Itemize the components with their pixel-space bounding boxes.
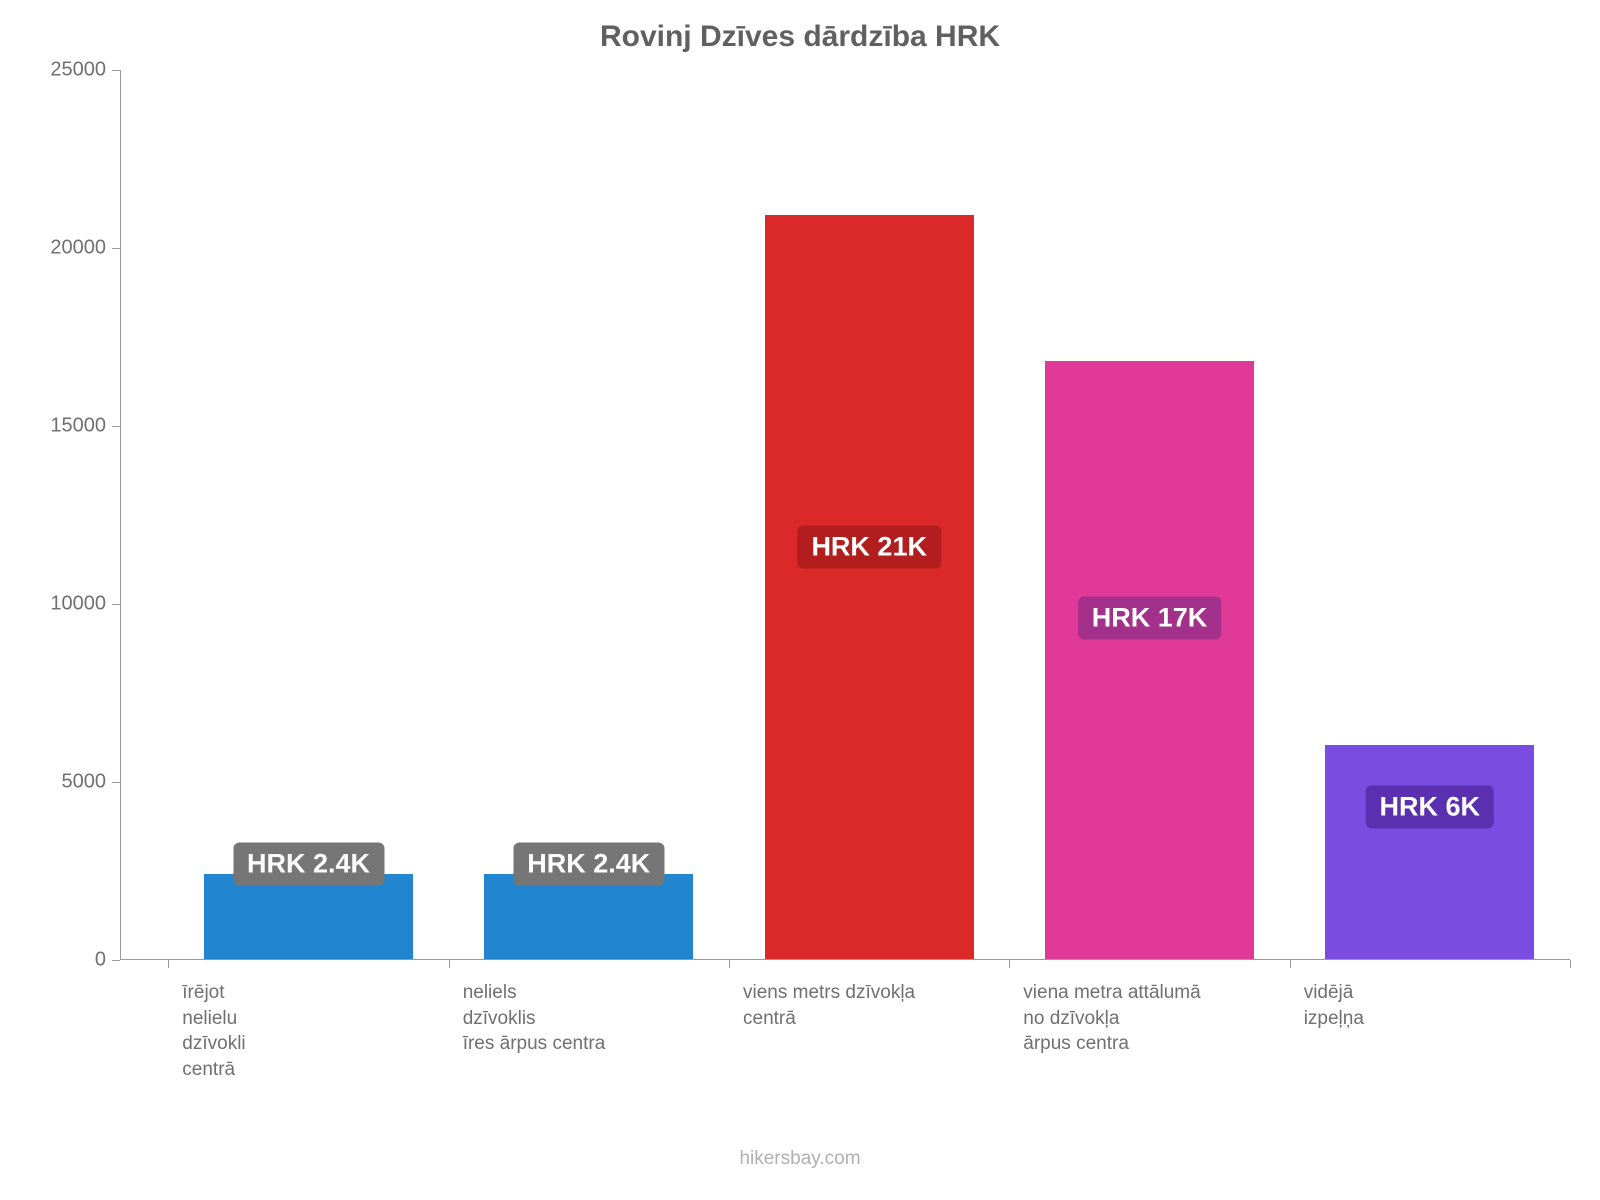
x-tick-mark: [449, 960, 450, 968]
x-tick-mark: [1570, 960, 1571, 968]
bar-value-label: HRK 2.4K: [513, 842, 664, 885]
bar-value-label: HRK 21K: [797, 526, 941, 569]
x-category-label: viena metra attālumāno dzīvokļaārpus cen…: [1023, 980, 1200, 1057]
y-tick-label: 0: [95, 949, 120, 972]
x-category-label: viens metrs dzīvokļacentrā: [743, 980, 915, 1031]
bar: [765, 215, 974, 959]
x-tick-mark: [1009, 960, 1010, 968]
y-tick-label: 15000: [50, 415, 120, 438]
y-tick-label: 5000: [62, 771, 121, 794]
x-axis: [120, 959, 1570, 960]
y-tick-label: 20000: [50, 237, 120, 260]
plot-area: 0500010000150002000025000HRK 2.4KHRK 2.4…: [120, 70, 1570, 960]
bar: [1325, 745, 1534, 959]
x-category-label: vidējāizpeļņa: [1304, 980, 1364, 1031]
chart-title: Rovinj Dzīves dārdzība HRK: [0, 20, 1600, 54]
x-tick-mark: [168, 960, 169, 968]
bar-value-label: HRK 6K: [1366, 785, 1495, 828]
y-tick-label: 10000: [50, 593, 120, 616]
bar-value-label: HRK 17K: [1078, 597, 1222, 640]
chart-footer: hikersbay.com: [0, 1148, 1600, 1170]
x-tick-mark: [1290, 960, 1291, 968]
x-category-label: īrējotnelieludzīvoklicentrā: [182, 980, 245, 1083]
y-tick-label: 25000: [50, 59, 120, 82]
x-tick-mark: [729, 960, 730, 968]
y-axis: [120, 70, 121, 960]
x-category-label: nelielsdzīvoklisīres ārpus centra: [463, 980, 606, 1057]
bar: [1045, 361, 1254, 959]
bar: [204, 874, 413, 959]
bar-value-label: HRK 2.4K: [233, 842, 384, 885]
bar: [484, 874, 693, 959]
bar-chart: Rovinj Dzīves dārdzība HRK 0500010000150…: [0, 0, 1600, 1200]
